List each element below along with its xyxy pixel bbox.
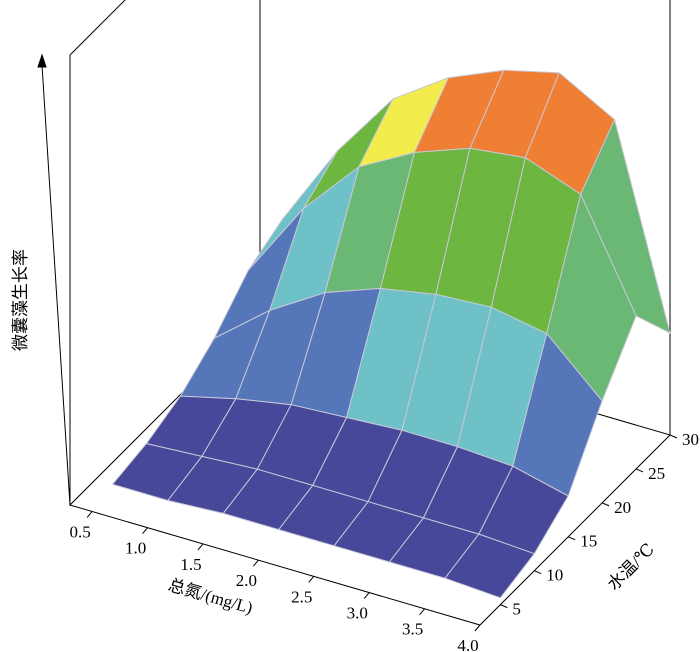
x-tick-label: 4.0 xyxy=(457,636,478,652)
y-tick-label: 30 xyxy=(682,430,699,449)
x-tick-label: 0.5 xyxy=(70,522,91,541)
y-tick-label: 10 xyxy=(546,566,563,585)
z-axis-label: 微囊藻生长率 xyxy=(11,249,30,351)
x-tick xyxy=(419,608,425,616)
y-tick-label: 20 xyxy=(614,498,631,517)
x-tick xyxy=(308,576,315,583)
x-tick xyxy=(474,624,481,632)
x-tick-label: 1.0 xyxy=(125,539,146,558)
x-tick-label: 1.5 xyxy=(180,555,201,574)
y-tick-label: 15 xyxy=(580,532,597,551)
y-axis-label: 水温/℃ xyxy=(604,540,658,594)
y-tick xyxy=(635,468,644,473)
x-tick xyxy=(252,559,259,567)
y-tick xyxy=(669,434,678,439)
x-tick-label: 3.0 xyxy=(347,603,368,622)
z-axis-arrow xyxy=(37,53,71,506)
y-tick-label: 25 xyxy=(648,464,665,483)
y-tick-label: 5 xyxy=(512,600,521,619)
y-tick xyxy=(534,570,542,575)
x-tick xyxy=(86,511,93,518)
y-tick xyxy=(500,604,508,609)
y-tick xyxy=(601,502,610,507)
y-tick xyxy=(568,536,576,541)
x-tick xyxy=(197,543,204,551)
surface-cell xyxy=(444,533,536,599)
x-tick xyxy=(142,527,148,535)
x-tick-label: 3.5 xyxy=(402,620,423,639)
x-tick-label: 2.0 xyxy=(236,571,257,590)
x-tick xyxy=(363,592,370,599)
x-tick-label: 2.5 xyxy=(291,587,312,606)
